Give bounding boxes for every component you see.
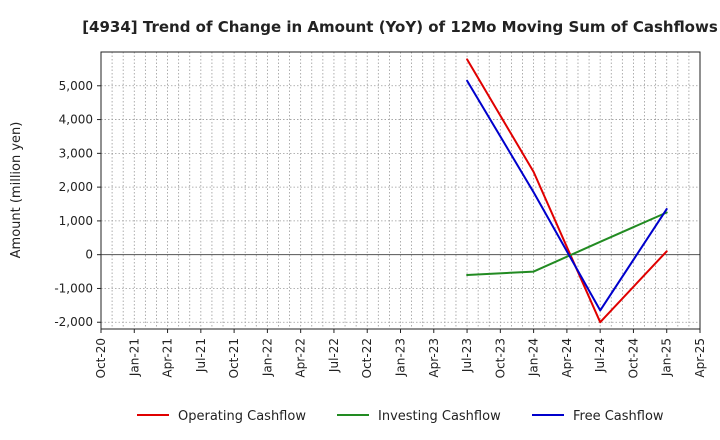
x-tick-label: Oct-24 [626, 338, 640, 378]
y-tick-label: -1,000 [54, 281, 93, 295]
series-line-investing-cashflow [466, 211, 668, 276]
y-tick-label: 4,000 [59, 113, 93, 127]
x-tick-label: Jan-21 [127, 338, 141, 377]
y-tick-label: 1,000 [59, 214, 93, 228]
x-tick-label: Jan-24 [527, 338, 541, 377]
y-tick-label: 3,000 [59, 146, 93, 160]
grid [101, 52, 700, 329]
legend-label: Investing Cashflow [378, 409, 501, 424]
x-tick-label: Apr-25 [693, 338, 707, 378]
x-tick-label: Oct-20 [94, 338, 108, 378]
legend-label: Operating Cashflow [178, 409, 306, 424]
legend: Operating Cashflow Investing Cashflow Free… [137, 409, 664, 424]
x-axis-ticks: Oct-20 Jan-21 Apr-21 Jul-21 Oct-21 Jan-22 Apr-… [94, 329, 707, 378]
y-axis-ticks: 5,000 4,000 3,000 2,000 1,000 0 -1,000 -2,000 [54, 79, 101, 329]
y-tick-label: 5,000 [59, 79, 93, 93]
chart-title: [4934] Trend of Change in Amount (YoY) o… [82, 18, 718, 36]
x-tick-label: Apr-22 [294, 338, 308, 378]
series-line-operating-cashflow [466, 58, 668, 324]
x-tick-label: Apr-21 [161, 338, 175, 378]
y-tick-label: 2,000 [59, 180, 93, 194]
x-tick-label: Jan-25 [660, 338, 674, 377]
x-tick-label: Apr-23 [427, 338, 441, 378]
x-tick-label: Oct-22 [360, 338, 374, 378]
x-tick-label: Jan-22 [260, 338, 274, 377]
x-tick-label: Jul-22 [327, 338, 341, 373]
y-axis-label: Amount (million yen) [9, 122, 24, 259]
series-line-free-cashflow [466, 79, 668, 312]
series-lines [466, 58, 668, 324]
x-tick-label: Apr-24 [560, 338, 574, 378]
x-tick-label: Jul-24 [593, 338, 607, 373]
x-tick-label: Jul-23 [460, 338, 474, 373]
y-tick-label: 0 [85, 248, 93, 262]
y-tick-label: -2,000 [54, 315, 93, 329]
x-tick-label: Jan-23 [394, 338, 408, 377]
x-tick-label: Oct-23 [493, 338, 507, 378]
legend-label: Free Cashflow [573, 409, 664, 424]
x-tick-label: Jul-21 [194, 338, 208, 373]
x-tick-label: Oct-21 [227, 338, 241, 378]
